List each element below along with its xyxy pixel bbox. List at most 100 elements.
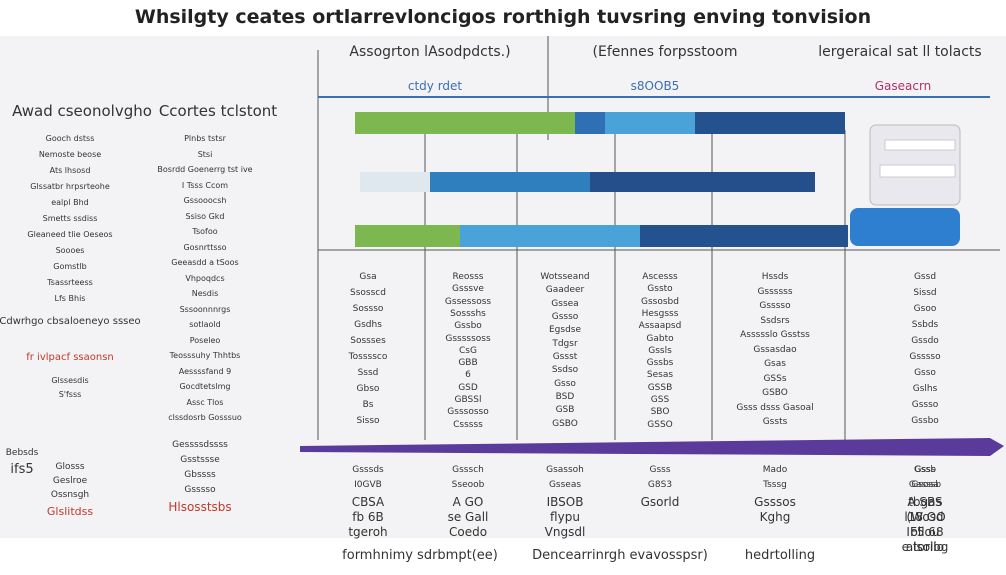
bottom-item: Gsseas (548, 480, 582, 490)
list-item: Gleaneed tlie Oeseos (27, 230, 113, 239)
list-item: fr ivlpacf ssaonsn (26, 352, 114, 363)
cell-text: Gssbo (454, 321, 482, 332)
cell-text: Gsdhs (354, 320, 382, 330)
cell-text: Gssd (913, 272, 937, 282)
cell-text: Gssdo (911, 336, 939, 346)
cell-text: Gsso (914, 368, 936, 378)
list-item: Nemoste beose (38, 150, 102, 159)
cell-text: Gsssso (759, 301, 791, 312)
title: Whsilgty ceates ortlarrevloncigos rorthi… (134, 6, 872, 28)
cell-text: Hesgsss (641, 308, 679, 319)
cell-text: Gsssve (452, 284, 484, 295)
cell-text: Sossses (350, 336, 386, 346)
cell-text: Gsssso (909, 352, 941, 362)
cell-text: GSD (458, 382, 478, 393)
cell-text: Reosss (452, 272, 484, 282)
cell-text: Gsss dsss Gasoal (736, 402, 814, 413)
list-item: Plnbs tstsr (184, 134, 226, 143)
list-item: Gooch dstss (45, 134, 95, 143)
cell-text: Ssosscd (350, 288, 386, 298)
bottom-item: Tsssg (763, 480, 787, 490)
list-item: Gomstlb (53, 262, 87, 271)
list-item: sotlaold (189, 320, 221, 329)
bottom-item: Sseoob (451, 480, 485, 490)
cell-text: Gssbs (646, 358, 674, 369)
cell-text: Tdgsr (552, 338, 578, 349)
cell-text: Bs (362, 400, 374, 410)
cell-text: Egsdse (548, 325, 582, 336)
list-item: S'fsss (58, 390, 82, 399)
bottom-item: Bebsds (5, 448, 39, 458)
cell-text: Sissd (913, 288, 937, 298)
bottom-item: tgeroh (348, 525, 388, 539)
cell-text: Ascesss (642, 272, 678, 282)
cell-text: Wotsseand (540, 272, 590, 282)
list-item: Gssooocsh (183, 196, 227, 205)
bottom-caption: formhnimy sdrbmpt(ee) (342, 548, 498, 563)
list-item: Stsi (197, 149, 213, 159)
column-header: lergeraical sat ll tolacts (818, 44, 982, 60)
cell-text: Gssto (647, 284, 673, 295)
list-item: Tsofoo (192, 227, 218, 236)
timeline-arrow (300, 438, 1004, 456)
cell-text: Gslhs (912, 384, 938, 394)
list-item: Bosrdd Goenerrg tst ive (157, 165, 253, 174)
bottom-item: Gsssso (184, 485, 216, 495)
cell-text: Gbso (356, 384, 380, 394)
list-item: I Tsss Ccom (181, 180, 229, 190)
cell-text: GSBO (762, 388, 788, 399)
bottom-item: Gsss (914, 465, 936, 475)
list-item: Poseleo (189, 335, 221, 345)
bottom-item: fb 6B (352, 510, 384, 524)
cell-text: GSSO (647, 419, 673, 430)
bottom-item: ifs5 (10, 462, 34, 477)
cell-text: Gsoo (913, 304, 937, 314)
bottom-item: A GO (452, 495, 484, 509)
list-item: Tsassrteess (47, 278, 93, 287)
list-item: Glssatbr hrpsrteohe (30, 182, 110, 191)
left-header: Awad cseonolvgho (12, 102, 152, 120)
bottom-item: (Wosd (906, 510, 944, 524)
list-item: Sssoonnnrgs (179, 304, 231, 314)
cell-text: Gsssosso (447, 407, 489, 418)
cell-text: Ssdsrs (760, 315, 790, 326)
bottom-caption: Dencearrinrgh evavosspsr) (532, 548, 708, 563)
bottom-item: Kghg (759, 510, 791, 524)
bottom-item: Glosss (55, 462, 85, 472)
bottom-item: Gsorld (640, 495, 680, 509)
list-item: Soooes (55, 246, 85, 255)
bottom-item: se Gall (447, 510, 489, 524)
list-item: clssdosrb Gosssuo (168, 413, 242, 422)
cell-text: Gabto (646, 333, 674, 344)
cell-text: Ssbds (911, 320, 939, 330)
list-item: Aessssfand 9 (178, 366, 232, 376)
bottom-item: Gasssb (908, 480, 942, 490)
list-item: Ats lhsosd (49, 166, 91, 175)
bottom-item: G8S3 (647, 480, 673, 490)
left-header: Ccortes tclstont (158, 102, 278, 120)
cell-text: Sossshs (450, 308, 486, 319)
bottom-item: IBSOB (546, 495, 584, 509)
cell-text: GSSs (763, 373, 787, 384)
bottom-caption: hedrtolling (744, 548, 816, 563)
cell-text: Gsso (554, 378, 576, 389)
bottom-item: Geslroe (52, 476, 88, 486)
cell-text: Gsas (764, 359, 786, 370)
column-header: (Efennes forpsstoom (592, 44, 738, 60)
bottom-item: Gsassoh (546, 465, 584, 475)
bottom-item: Vngsdl (544, 525, 586, 539)
bottom-band (0, 538, 1006, 575)
device-icon (850, 124, 961, 246)
list-item: Geeasdd a tSoos (171, 258, 239, 267)
cell-text: Gssosbd (641, 296, 679, 307)
cell-text: GBSSl (454, 395, 482, 406)
bottom-item: Gssb (913, 465, 937, 475)
cell-text: GSBO (552, 418, 578, 429)
cell-text: GBB (458, 358, 478, 369)
bottom-item: CBSA (351, 495, 385, 509)
cell-text: Gssea (551, 298, 579, 309)
bottom-item: I0GVB (354, 480, 382, 490)
bottom-item: Gsssch (452, 465, 484, 475)
cell-text: Gssts (762, 417, 788, 428)
cell-text: Tossssco (348, 352, 388, 362)
